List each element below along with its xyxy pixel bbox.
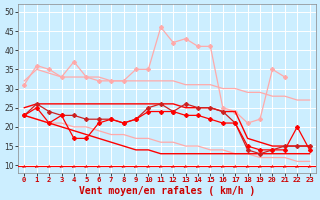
X-axis label: Vent moyen/en rafales ( km/h ): Vent moyen/en rafales ( km/h ) [79,186,255,196]
